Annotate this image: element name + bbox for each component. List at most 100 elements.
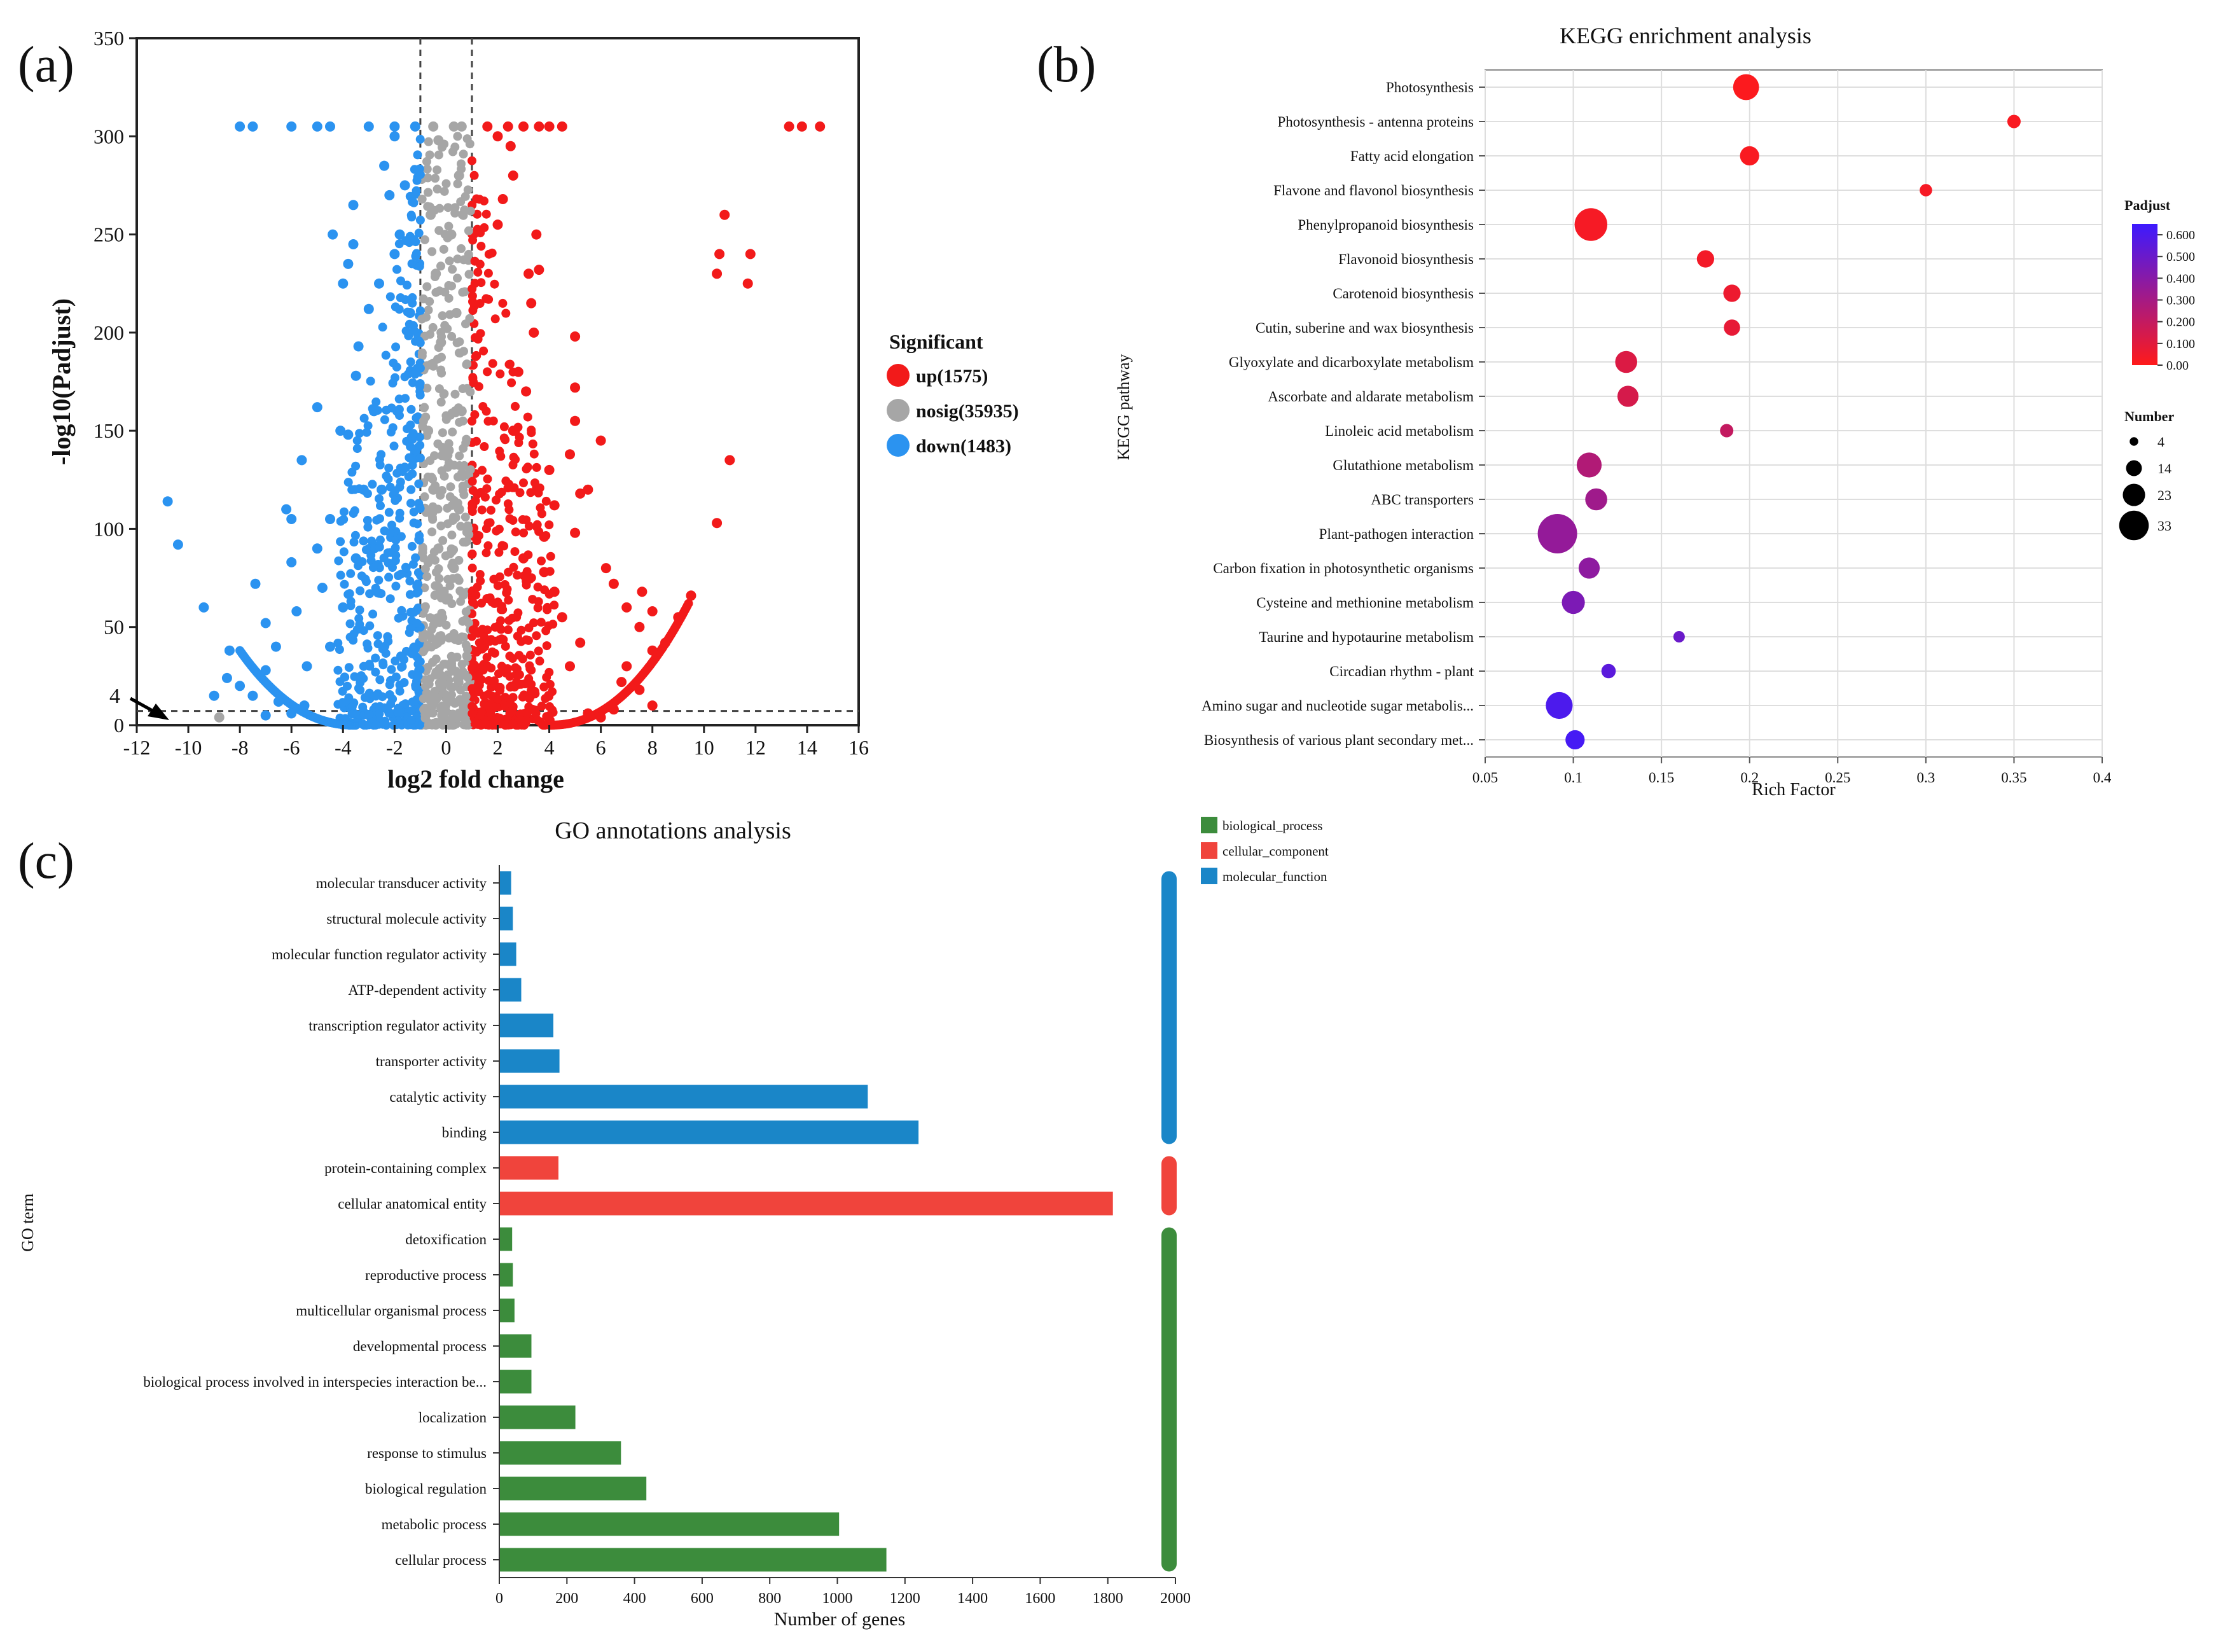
kegg-bubble [1740, 146, 1759, 166]
volcano-cloud-point [498, 298, 508, 308]
volcano-cloud-point [415, 134, 425, 144]
volcano-cloud-point [437, 609, 447, 618]
go-term-label: molecular transducer activity [316, 875, 487, 891]
volcano-cloud-point [410, 235, 419, 244]
volcano-cloud-point [431, 667, 441, 677]
volcano-point-up [505, 141, 516, 151]
volcano-point-up [508, 426, 518, 436]
volcano-cloud-point [516, 709, 525, 719]
volcano-cloud-point [464, 524, 473, 534]
volcano-cloud-point [490, 648, 499, 658]
volcano-cloud-point [401, 699, 410, 709]
volcano-y-tick-label: 150 [93, 419, 124, 442]
volcano-cloud-point [368, 563, 378, 573]
volcano-cloud-point [339, 547, 349, 557]
volcano-cloud-point [450, 209, 460, 218]
volcano-cloud-point [431, 174, 440, 183]
volcano-cloud-point [413, 150, 422, 160]
volcano-cloud-point [396, 477, 405, 487]
volcano-cloud-point [350, 506, 359, 515]
volcano-cloud-point [367, 536, 377, 546]
volcano-cloud-point [387, 665, 396, 674]
kegg-pathway-label: Amino sugar and nucleotide sugar metabol… [1202, 698, 1474, 714]
volcano-cloud-point [522, 716, 531, 725]
go-bar [499, 1191, 1113, 1216]
kegg-size-legend-label: 33 [2157, 518, 2171, 534]
kegg-x-tick-label: 0.2 [1740, 770, 1759, 786]
volcano-cloud-point [422, 384, 432, 393]
volcano-cloud-point [431, 590, 440, 600]
volcano-point-nosig [456, 121, 467, 132]
volcano-legend: Significant up(1575) nosig(35935) down(148… [887, 330, 1019, 457]
volcano-cloud-point [363, 522, 373, 532]
go-legend-swatch [1201, 817, 1217, 833]
volcano-cloud-point [408, 469, 417, 478]
volcano-cloud-point [343, 478, 353, 487]
volcano-cloud-point [481, 209, 491, 219]
volcano-cloud-point [356, 685, 365, 695]
volcano-x-tick-label: -12 [123, 736, 151, 759]
volcano-point-up [539, 531, 550, 542]
volcano-cloud-point [396, 651, 405, 661]
volcano-point-up [745, 249, 756, 260]
volcano-cloud-point [424, 137, 433, 146]
volcano-point-nosig [451, 308, 462, 318]
kegg-pathway-label: Linoleic acid metabolism [1325, 423, 1474, 439]
volcano-cloud-point [468, 306, 478, 315]
volcano-cloud-point [381, 649, 391, 658]
volcano-point-nosig [214, 712, 225, 723]
volcano-cloud-point [522, 580, 531, 590]
volcano-cloud-point [530, 705, 540, 715]
kegg-plot-frame [1485, 69, 2103, 758]
kegg-bubble [1601, 663, 1616, 679]
volcano-cloud-point [527, 665, 536, 675]
go-legend-label: molecular_function [1222, 869, 1327, 884]
volcano-point-down [224, 645, 235, 656]
volcano-cloud-point [394, 719, 404, 728]
volcano-cloud-point [468, 625, 478, 635]
volcano-point-down [286, 557, 297, 567]
volcano-cloud-point [439, 660, 448, 669]
kegg-size-legend-title: Number [2124, 408, 2174, 424]
volcano-point-up [712, 518, 723, 529]
kegg-bubble [1562, 590, 1585, 614]
volcano-cloud-point [541, 496, 551, 506]
volcano-cloud-point [426, 613, 435, 623]
volcano-cloud-point [534, 646, 543, 656]
volcano-cloud-point [493, 694, 502, 704]
volcano-legend-label: nosig(35935) [916, 401, 1019, 422]
volcano-cloud-point [546, 552, 555, 561]
volcano-cloud-point [371, 397, 381, 406]
volcano-cloud-point [483, 541, 493, 550]
kegg-pathway-label: Taurine and hypotaurine metabolism [1259, 629, 1474, 645]
volcano-cloud-point [469, 170, 479, 180]
volcano-cloud-point [475, 570, 485, 579]
volcano-cloud-point [525, 694, 534, 704]
volcano-cloud-point [417, 195, 427, 204]
volcano-cloud-point [464, 270, 474, 279]
volcano-cloud-point [495, 447, 504, 456]
volcano-cloud-point [473, 490, 482, 499]
volcano-cloud-point [461, 538, 470, 547]
volcano-cloud-point [440, 389, 449, 398]
kegg-bubble [1673, 631, 1685, 642]
volcano-cloud-point [356, 678, 365, 688]
volcano-cloud-point [420, 492, 429, 501]
go-term-label: localization [419, 1410, 487, 1426]
volcano-cloud-point [378, 660, 388, 670]
volcano-cloud-point [422, 282, 432, 291]
volcano-cloud-point [447, 331, 457, 341]
volcano-point-up [570, 527, 581, 538]
volcano-point-up [482, 121, 493, 132]
volcano-cloud-point [392, 265, 401, 274]
volcano-cloud-point [436, 261, 445, 271]
volcano-cloud-point [427, 527, 437, 537]
volcano-cloud-point [350, 485, 359, 494]
volcano-cloud-point [509, 483, 519, 492]
volcano-cloud-point [467, 550, 476, 559]
volcano-cloud-point [511, 527, 520, 537]
volcano-point-nosig [446, 229, 457, 240]
volcano-cloud-point [450, 142, 460, 152]
volcano-cloud-point [501, 642, 510, 651]
volcano-cloud-point [365, 589, 375, 599]
